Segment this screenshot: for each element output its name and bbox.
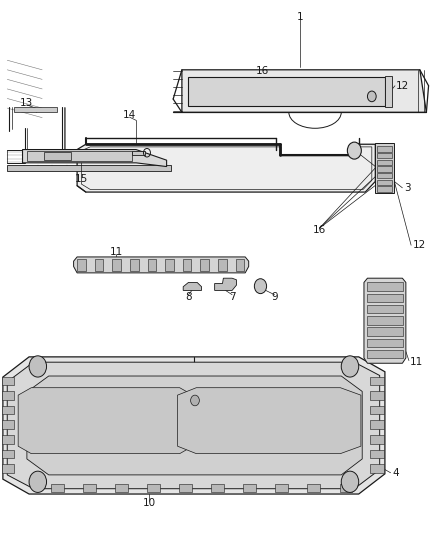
Polygon shape <box>370 391 384 400</box>
Polygon shape <box>375 143 394 193</box>
Polygon shape <box>44 152 71 160</box>
Polygon shape <box>364 278 406 364</box>
Polygon shape <box>148 484 159 492</box>
Polygon shape <box>27 151 132 161</box>
Polygon shape <box>7 165 171 171</box>
Polygon shape <box>130 259 139 271</box>
Text: 16: 16 <box>313 225 326 236</box>
Circle shape <box>254 279 267 294</box>
Polygon shape <box>183 259 191 271</box>
Circle shape <box>29 471 46 492</box>
Polygon shape <box>370 421 384 429</box>
Polygon shape <box>367 316 403 325</box>
Polygon shape <box>215 278 237 290</box>
Circle shape <box>367 91 376 102</box>
Polygon shape <box>367 338 403 347</box>
Text: 12: 12 <box>396 81 409 91</box>
Polygon shape <box>377 173 392 178</box>
Polygon shape <box>165 259 174 271</box>
Circle shape <box>29 356 46 377</box>
Text: 3: 3 <box>405 183 411 193</box>
Polygon shape <box>95 259 103 271</box>
Text: 15: 15 <box>75 174 88 184</box>
Polygon shape <box>7 362 380 489</box>
Text: 13: 13 <box>20 98 34 108</box>
Polygon shape <box>2 450 14 458</box>
Polygon shape <box>182 70 426 112</box>
Polygon shape <box>200 259 209 271</box>
Polygon shape <box>183 282 201 290</box>
Polygon shape <box>132 151 145 155</box>
Polygon shape <box>74 257 249 273</box>
Text: 11: 11 <box>410 357 424 367</box>
Text: 9: 9 <box>271 292 278 302</box>
Polygon shape <box>2 406 14 414</box>
Polygon shape <box>370 376 384 385</box>
Polygon shape <box>2 421 14 429</box>
Polygon shape <box>83 484 95 492</box>
Polygon shape <box>339 484 352 492</box>
Text: 7: 7 <box>229 292 235 302</box>
Polygon shape <box>377 160 392 165</box>
Polygon shape <box>18 387 193 454</box>
Polygon shape <box>2 391 14 400</box>
Polygon shape <box>377 147 392 152</box>
Text: 12: 12 <box>413 240 427 250</box>
Text: 16: 16 <box>256 66 269 76</box>
Polygon shape <box>2 376 14 385</box>
Text: 1: 1 <box>297 12 303 22</box>
Polygon shape <box>367 305 403 313</box>
Polygon shape <box>115 484 127 492</box>
Polygon shape <box>367 350 403 359</box>
Polygon shape <box>377 186 392 191</box>
Polygon shape <box>77 144 375 192</box>
Circle shape <box>341 471 359 492</box>
Polygon shape <box>370 435 384 443</box>
Text: 10: 10 <box>143 498 155 508</box>
Polygon shape <box>276 484 288 492</box>
Polygon shape <box>51 484 64 492</box>
Polygon shape <box>370 406 384 414</box>
Polygon shape <box>377 153 392 158</box>
Polygon shape <box>236 259 244 271</box>
Polygon shape <box>244 484 256 492</box>
Polygon shape <box>27 376 362 475</box>
Circle shape <box>191 395 199 406</box>
Polygon shape <box>218 259 227 271</box>
Text: 4: 4 <box>393 468 399 478</box>
Circle shape <box>341 356 359 377</box>
Polygon shape <box>367 282 403 291</box>
Polygon shape <box>385 76 392 107</box>
Polygon shape <box>377 180 392 185</box>
Polygon shape <box>307 484 320 492</box>
Polygon shape <box>14 107 57 112</box>
Polygon shape <box>188 77 385 106</box>
Polygon shape <box>180 484 192 492</box>
Polygon shape <box>370 450 384 458</box>
Polygon shape <box>212 484 224 492</box>
Circle shape <box>347 142 361 159</box>
Text: 11: 11 <box>110 247 123 256</box>
Polygon shape <box>22 150 166 166</box>
Text: 8: 8 <box>185 292 192 302</box>
Polygon shape <box>112 259 121 271</box>
Polygon shape <box>367 294 403 302</box>
Polygon shape <box>367 327 403 336</box>
Polygon shape <box>3 357 385 494</box>
Polygon shape <box>370 464 384 473</box>
Polygon shape <box>148 259 156 271</box>
Polygon shape <box>2 464 14 473</box>
Text: 14: 14 <box>123 110 136 120</box>
Polygon shape <box>77 259 86 271</box>
Polygon shape <box>2 435 14 443</box>
Polygon shape <box>177 387 361 454</box>
Polygon shape <box>377 166 392 172</box>
